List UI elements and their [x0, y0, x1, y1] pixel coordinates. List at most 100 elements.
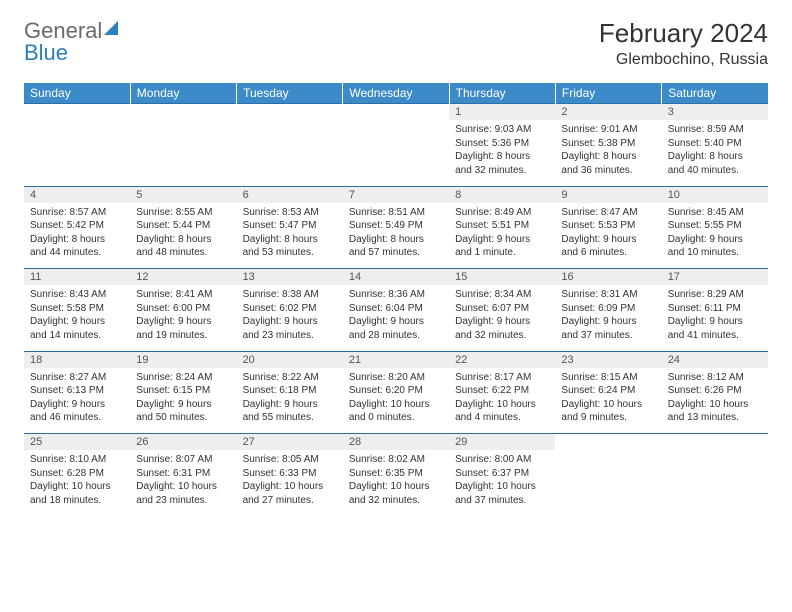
sunset-text: Sunset: 5:42 PM: [30, 219, 124, 233]
daylight-text: Daylight: 9 hours and 50 minutes.: [136, 398, 230, 425]
sunset-text: Sunset: 6:24 PM: [561, 384, 655, 398]
sunrise-text: Sunrise: 8:15 AM: [561, 371, 655, 385]
daylight-text: Daylight: 10 hours and 9 minutes.: [561, 398, 655, 425]
day-detail-cell: Sunrise: 8:36 AMSunset: 6:04 PMDaylight:…: [343, 285, 449, 351]
daylight-text: Daylight: 8 hours and 48 minutes.: [136, 233, 230, 260]
day-detail-cell: Sunrise: 8:29 AMSunset: 6:11 PMDaylight:…: [662, 285, 768, 351]
weekday-header: Wednesday: [343, 83, 449, 104]
sunrise-text: Sunrise: 8:02 AM: [349, 453, 443, 467]
daylight-text: Daylight: 10 hours and 0 minutes.: [349, 398, 443, 425]
sunset-text: Sunset: 6:18 PM: [243, 384, 337, 398]
day-number-cell: [24, 104, 130, 121]
sunset-text: Sunset: 6:02 PM: [243, 302, 337, 316]
day-number-cell: 6: [237, 186, 343, 203]
sunset-text: Sunset: 6:35 PM: [349, 467, 443, 481]
weekday-header: Monday: [130, 83, 236, 104]
sunset-text: Sunset: 5:58 PM: [30, 302, 124, 316]
day-detail-cell: [662, 450, 768, 516]
daylight-text: Daylight: 8 hours and 57 minutes.: [349, 233, 443, 260]
sunrise-text: Sunrise: 8:41 AM: [136, 288, 230, 302]
title-block: February 2024 Glembochino, Russia: [599, 18, 768, 69]
sunrise-text: Sunrise: 8:38 AM: [243, 288, 337, 302]
day-number-cell: 28: [343, 434, 449, 451]
day-number-cell: 14: [343, 269, 449, 286]
sunset-text: Sunset: 6:09 PM: [561, 302, 655, 316]
sunset-text: Sunset: 5:44 PM: [136, 219, 230, 233]
day-number-row: 45678910: [24, 186, 768, 203]
day-number-cell: [237, 104, 343, 121]
sunset-text: Sunset: 5:53 PM: [561, 219, 655, 233]
sunset-text: Sunset: 6:33 PM: [243, 467, 337, 481]
sunset-text: Sunset: 6:07 PM: [455, 302, 549, 316]
daylight-text: Daylight: 10 hours and 13 minutes.: [668, 398, 762, 425]
sunrise-text: Sunrise: 8:51 AM: [349, 206, 443, 220]
day-number-cell: 7: [343, 186, 449, 203]
day-number-cell: 10: [662, 186, 768, 203]
day-detail-cell: [24, 120, 130, 186]
daylight-text: Daylight: 10 hours and 4 minutes.: [455, 398, 549, 425]
day-number-cell: 21: [343, 351, 449, 368]
daylight-text: Daylight: 9 hours and 1 minute.: [455, 233, 549, 260]
sunset-text: Sunset: 6:13 PM: [30, 384, 124, 398]
sunset-text: Sunset: 6:11 PM: [668, 302, 762, 316]
weekday-header: Saturday: [662, 83, 768, 104]
sunset-text: Sunset: 6:15 PM: [136, 384, 230, 398]
daylight-text: Daylight: 9 hours and 6 minutes.: [561, 233, 655, 260]
day-detail-cell: Sunrise: 8:38 AMSunset: 6:02 PMDaylight:…: [237, 285, 343, 351]
day-number-cell: 15: [449, 269, 555, 286]
sunrise-text: Sunrise: 8:27 AM: [30, 371, 124, 385]
sunrise-text: Sunrise: 8:49 AM: [455, 206, 549, 220]
daylight-text: Daylight: 8 hours and 53 minutes.: [243, 233, 337, 260]
day-number-cell: 20: [237, 351, 343, 368]
sunrise-text: Sunrise: 8:24 AM: [136, 371, 230, 385]
daylight-text: Daylight: 9 hours and 46 minutes.: [30, 398, 124, 425]
sunrise-text: Sunrise: 8:45 AM: [668, 206, 762, 220]
daylight-text: Daylight: 9 hours and 14 minutes.: [30, 315, 124, 342]
sunrise-text: Sunrise: 8:00 AM: [455, 453, 549, 467]
day-detail-cell: Sunrise: 8:27 AMSunset: 6:13 PMDaylight:…: [24, 368, 130, 434]
day-number-cell: 16: [555, 269, 661, 286]
daylight-text: Daylight: 8 hours and 44 minutes.: [30, 233, 124, 260]
sunset-text: Sunset: 6:20 PM: [349, 384, 443, 398]
day-detail-cell: [130, 120, 236, 186]
sunrise-text: Sunrise: 8:57 AM: [30, 206, 124, 220]
day-number-cell: 8: [449, 186, 555, 203]
day-detail-cell: Sunrise: 8:57 AMSunset: 5:42 PMDaylight:…: [24, 203, 130, 269]
day-number-cell: 12: [130, 269, 236, 286]
day-detail-cell: Sunrise: 8:10 AMSunset: 6:28 PMDaylight:…: [24, 450, 130, 516]
weekday-header-row: SundayMondayTuesdayWednesdayThursdayFrid…: [24, 83, 768, 104]
day-number-row: 18192021222324: [24, 351, 768, 368]
sunrise-text: Sunrise: 8:59 AM: [668, 123, 762, 137]
day-detail-cell: [237, 120, 343, 186]
month-title: February 2024: [599, 18, 768, 49]
day-number-cell: 1: [449, 104, 555, 121]
logo-line2: Blue: [24, 40, 68, 66]
day-number-cell: 18: [24, 351, 130, 368]
day-number-cell: 24: [662, 351, 768, 368]
sunset-text: Sunset: 6:00 PM: [136, 302, 230, 316]
day-number-cell: 11: [24, 269, 130, 286]
sunset-text: Sunset: 6:22 PM: [455, 384, 549, 398]
sunrise-text: Sunrise: 8:53 AM: [243, 206, 337, 220]
day-detail-cell: Sunrise: 8:47 AMSunset: 5:53 PMDaylight:…: [555, 203, 661, 269]
day-number-cell: 19: [130, 351, 236, 368]
day-detail-cell: Sunrise: 8:55 AMSunset: 5:44 PMDaylight:…: [130, 203, 236, 269]
day-detail-cell: Sunrise: 8:34 AMSunset: 6:07 PMDaylight:…: [449, 285, 555, 351]
day-number-cell: 3: [662, 104, 768, 121]
day-detail-row: Sunrise: 8:43 AMSunset: 5:58 PMDaylight:…: [24, 285, 768, 351]
day-detail-cell: Sunrise: 8:43 AMSunset: 5:58 PMDaylight:…: [24, 285, 130, 351]
day-number-cell: 17: [662, 269, 768, 286]
daylight-text: Daylight: 10 hours and 32 minutes.: [349, 480, 443, 507]
day-detail-cell: [343, 120, 449, 186]
day-detail-row: Sunrise: 8:57 AMSunset: 5:42 PMDaylight:…: [24, 203, 768, 269]
daylight-text: Daylight: 8 hours and 32 minutes.: [455, 150, 549, 177]
day-detail-cell: Sunrise: 8:24 AMSunset: 6:15 PMDaylight:…: [130, 368, 236, 434]
triangle-icon: [104, 21, 118, 35]
day-detail-row: Sunrise: 8:10 AMSunset: 6:28 PMDaylight:…: [24, 450, 768, 516]
sunset-text: Sunset: 5:40 PM: [668, 137, 762, 151]
day-detail-cell: Sunrise: 9:01 AMSunset: 5:38 PMDaylight:…: [555, 120, 661, 186]
sunrise-text: Sunrise: 8:12 AM: [668, 371, 762, 385]
logo-text-2: Blue: [24, 40, 68, 65]
daylight-text: Daylight: 9 hours and 19 minutes.: [136, 315, 230, 342]
day-number-row: 11121314151617: [24, 269, 768, 286]
